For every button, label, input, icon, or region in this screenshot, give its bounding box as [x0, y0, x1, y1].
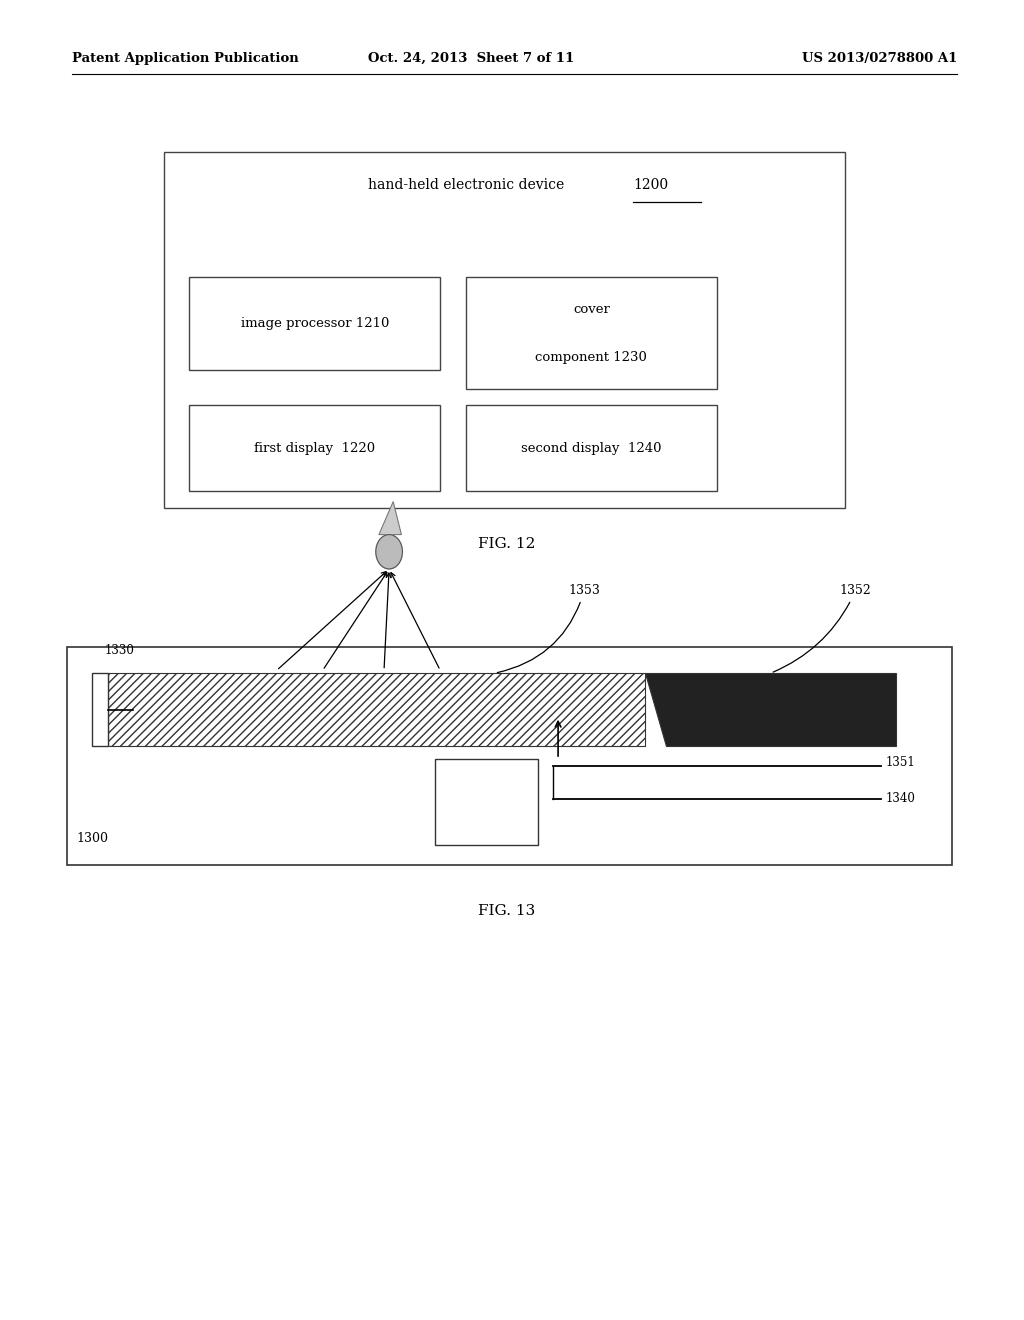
Text: 1200: 1200	[633, 178, 668, 191]
Polygon shape	[645, 673, 896, 746]
Text: 1330: 1330	[105, 644, 135, 657]
Bar	[189, 405, 440, 491]
Text: FIG. 12: FIG. 12	[478, 537, 536, 550]
Text: 1340: 1340	[886, 792, 915, 805]
Text: hand-held electronic device: hand-held electronic device	[368, 178, 564, 191]
Bar	[108, 673, 645, 746]
Polygon shape	[379, 502, 401, 535]
Bar	[466, 405, 717, 491]
Text: US 2013/0278800 A1: US 2013/0278800 A1	[802, 51, 957, 65]
Text: component 1230: component 1230	[536, 351, 647, 363]
Text: 1310: 1310	[470, 796, 503, 808]
Bar	[466, 277, 717, 389]
Text: first display  1220: first display 1220	[254, 442, 376, 454]
Text: 1352: 1352	[773, 583, 871, 672]
Circle shape	[376, 535, 402, 569]
Text: 1300: 1300	[77, 832, 109, 845]
Text: 1351: 1351	[886, 756, 915, 770]
Text: Oct. 24, 2013  Sheet 7 of 11: Oct. 24, 2013 Sheet 7 of 11	[368, 51, 574, 65]
Bar	[92, 673, 108, 746]
Text: 1353: 1353	[498, 583, 600, 673]
Bar	[189, 277, 440, 370]
Bar	[67, 647, 952, 865]
Bar	[164, 152, 845, 508]
Text: FIG. 13: FIG. 13	[478, 904, 536, 917]
Bar	[435, 759, 538, 845]
Text: second display  1240: second display 1240	[521, 442, 662, 454]
Text: cover: cover	[572, 304, 610, 315]
Text: Patent Application Publication: Patent Application Publication	[72, 51, 298, 65]
Text: image processor 1210: image processor 1210	[241, 317, 389, 330]
